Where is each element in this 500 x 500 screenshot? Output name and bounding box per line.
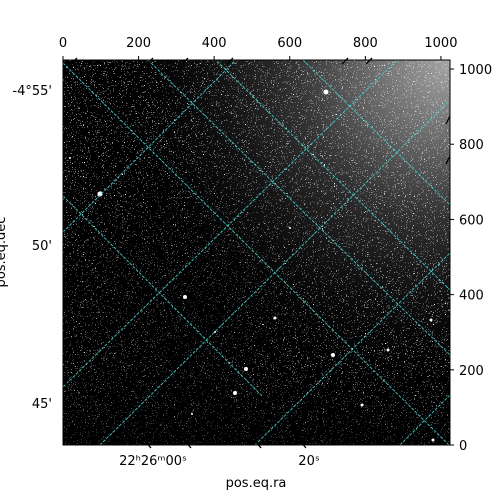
x-axis-title: pos.eq.ra [226, 476, 287, 491]
wcs-tick [254, 440, 262, 449]
wcs-tick [226, 57, 234, 65]
grid-line [302, 60, 450, 206]
wcs-tick [62, 375, 68, 385]
wcs-tick [146, 57, 154, 65]
grid-line [99, 99, 450, 445]
top-tick-label: 0 [59, 36, 67, 51]
axes: 0 200 400 600 800 1000 0 200 400 600 800 1000 22ʰ26ᵐ… [12, 36, 492, 469]
stars [69, 89, 435, 442]
bottom-shade [63, 60, 450, 445]
wcs-tick [144, 440, 152, 449]
grid-line [63, 60, 398, 388]
wcs-tick [445, 155, 451, 165]
grid-line [63, 60, 237, 233]
star [323, 89, 329, 95]
ra-label: 22ʰ26ᵐ00ˢ [119, 454, 187, 469]
plot-frame [62, 59, 451, 446]
star [360, 403, 364, 407]
image-area [63, 60, 450, 445]
grid-line [399, 394, 450, 445]
right-tick-label: 400 [459, 289, 484, 304]
star [289, 227, 291, 229]
right-tick-label: 0 [459, 439, 467, 454]
grid-line [147, 60, 450, 356]
wcs-tick [445, 362, 451, 372]
wcs-tick [62, 223, 68, 233]
dec-label: -4°55' [12, 84, 52, 99]
y-axis-title: pos.eq.dec [0, 217, 9, 288]
star [183, 295, 187, 299]
star [214, 331, 216, 333]
top-tick-label: 800 [353, 36, 378, 51]
wcs-tick [445, 320, 451, 330]
wcs-tick [184, 440, 192, 449]
wcs-tick [62, 395, 68, 405]
star [69, 157, 71, 159]
star [429, 318, 433, 322]
star [233, 391, 237, 395]
grid-line [254, 252, 450, 445]
right-tick-label: 600 [459, 213, 484, 228]
right-tick-label: 1000 [459, 63, 492, 78]
star [273, 316, 277, 320]
star [331, 353, 335, 357]
wcs-tick [365, 57, 373, 65]
star [431, 438, 435, 442]
grid-line [63, 62, 450, 445]
wcs-tick [445, 115, 451, 125]
top-tick-label: 1000 [424, 36, 457, 51]
wcs-tick [70, 57, 78, 65]
right-tick-label: 200 [459, 364, 484, 379]
star [386, 348, 390, 352]
coordinate-grid [63, 60, 450, 445]
ra-label: 20ˢ [298, 454, 320, 469]
dec-label: 45' [32, 397, 52, 412]
top-tick-label: 400 [202, 36, 227, 51]
dec-label: 50' [32, 239, 52, 254]
right-tick-label: 800 [459, 138, 484, 153]
wcs-tick [62, 65, 68, 75]
wcs-tick [341, 57, 349, 65]
top-tick-label: 200 [126, 36, 151, 51]
grid-line [63, 195, 264, 398]
wcs-tick [299, 440, 307, 449]
star [97, 191, 103, 197]
star [191, 413, 193, 415]
wcs-tick [181, 57, 189, 65]
star [244, 367, 248, 371]
grid-line [215, 60, 450, 291]
top-tick-label: 600 [277, 36, 302, 51]
